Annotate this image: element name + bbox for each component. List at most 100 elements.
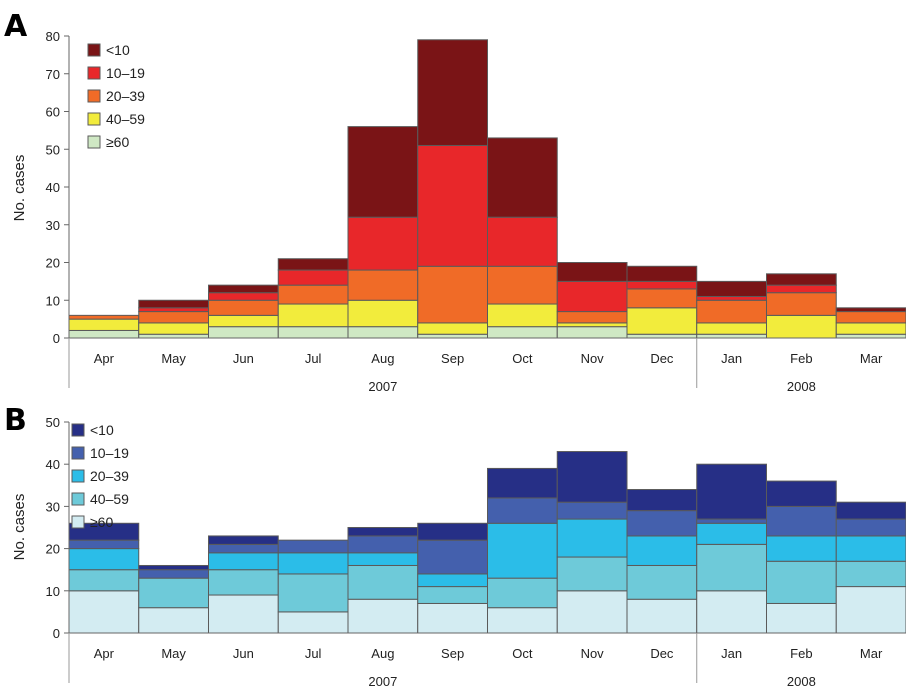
y-tick-label: 50 [46, 142, 60, 157]
legend-label: 20–39 [90, 468, 129, 484]
bar-segment [835, 322, 906, 335]
bar-segment [277, 552, 349, 575]
legend-label: 40–59 [90, 491, 129, 507]
panel-a-legend: <10 10–19 20–39 40–59 ≥60 [87, 42, 145, 150]
bar-segment [277, 284, 349, 305]
bar-segment [347, 564, 419, 600]
legend-label: 10–19 [106, 65, 145, 81]
bar-segment [417, 522, 488, 541]
bar-segment [68, 329, 140, 339]
y-tick-label: 60 [46, 105, 60, 120]
bar-segment [487, 137, 558, 218]
panel-b: B No. cases 0 10 20 30 40 50 Apr May Jun Jul Aug S… [4, 403, 906, 687]
legend-swatch [87, 112, 101, 126]
bar-segment [766, 560, 837, 604]
bar-segment [626, 265, 698, 282]
year-label: 2008 [787, 379, 816, 394]
bar-segment [417, 144, 488, 267]
bar-segment [487, 607, 558, 634]
bar-segment [347, 552, 419, 566]
panel-a: A No. cases 0 10 20 30 40 50 60 70 80 Apr May Jun J… [4, 9, 906, 394]
legend-swatch [87, 43, 101, 57]
x-tick-label: Sep [441, 351, 464, 366]
bar-segment [68, 314, 140, 320]
bar-segment [208, 326, 279, 339]
bar-segment [68, 569, 140, 592]
bar-segment [347, 269, 419, 301]
bar-segment [835, 333, 906, 339]
legend-label: ≥60 [90, 514, 113, 530]
legend-swatch [87, 66, 101, 80]
bar-segment [696, 522, 767, 545]
x-tick-label: Jul [305, 646, 322, 661]
panel-a-y-axis-label: No. cases [11, 155, 28, 222]
bar-segment [208, 284, 279, 294]
panel-b-legend: <10 10–19 20–39 40–59 ≥60 [71, 422, 129, 530]
bar-segment [277, 303, 349, 328]
x-tick-label: Feb [790, 646, 812, 661]
year-label: 2007 [368, 379, 397, 394]
bar-segment [417, 539, 488, 575]
bar-segment [208, 299, 279, 316]
bar-segment [68, 318, 140, 331]
x-tick-label: Jun [233, 351, 254, 366]
bar-segment [696, 333, 767, 339]
bar-segment [696, 590, 767, 634]
y-tick-label: 30 [46, 218, 60, 233]
bar-segment [347, 126, 419, 218]
bar-segment [487, 577, 558, 609]
panel-a-years: 2007 2008 [68, 338, 816, 394]
year-label: 2008 [787, 674, 816, 687]
bar-segment [696, 299, 767, 324]
bar-segment [835, 586, 906, 634]
x-tick-label: Dec [650, 351, 674, 366]
panel-a-y-ticks: 0 10 20 30 40 50 60 70 80 [46, 29, 69, 346]
bar-segment [487, 326, 558, 339]
legend-swatch [87, 89, 101, 103]
bar-segment [556, 311, 628, 324]
y-tick-label: 10 [46, 293, 60, 308]
bar-segment [208, 535, 279, 545]
panel-b-y-ticks: 0 10 20 30 40 50 [46, 415, 69, 641]
bar-segment [347, 299, 419, 328]
bar-segment [556, 280, 628, 313]
x-tick-label: Apr [94, 646, 115, 661]
bar-segment [68, 539, 140, 550]
bar-segment [487, 522, 558, 579]
y-tick-label: 50 [46, 415, 60, 430]
bar-segment [347, 527, 419, 537]
bar-segment [208, 594, 279, 634]
bar-segment [556, 556, 628, 592]
bar-segment [138, 577, 209, 609]
bar-segment [626, 535, 698, 566]
legend-label: <10 [90, 422, 114, 438]
bar-segment [626, 280, 698, 290]
panel-a-bars [68, 39, 906, 339]
bar-segment [138, 607, 209, 634]
bar-segment [626, 564, 698, 600]
bar-segment [138, 307, 209, 313]
x-tick-label: Nov [581, 351, 605, 366]
bar-segment [556, 322, 628, 328]
bar-segment [277, 326, 349, 339]
bar-segment [835, 501, 906, 520]
legend-swatch [71, 423, 85, 437]
bar-segment [696, 463, 767, 520]
x-tick-label: Jan [721, 646, 742, 661]
panel-b-label: B [4, 403, 27, 438]
legend-swatch [71, 492, 85, 506]
y-tick-label: 40 [46, 457, 60, 472]
x-tick-label: Sep [441, 646, 464, 661]
bar-segment [138, 311, 209, 324]
y-tick-label: 10 [46, 584, 60, 599]
year-label: 2007 [368, 674, 397, 687]
bar-segment [696, 322, 767, 335]
bar-segment [696, 543, 767, 592]
bar-segment [138, 322, 209, 335]
legend-swatch [71, 515, 85, 529]
y-tick-label: 40 [46, 180, 60, 195]
panel-b-axes [68, 422, 906, 634]
bar-segment [347, 598, 419, 634]
y-tick-label: 30 [46, 499, 60, 514]
